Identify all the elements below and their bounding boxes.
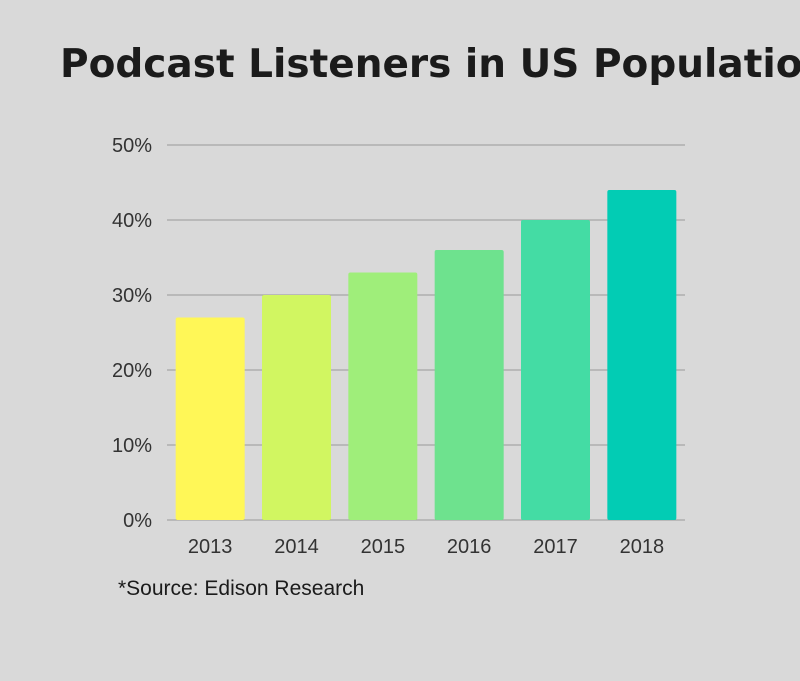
- y-tick-label: 20%: [112, 360, 152, 382]
- x-tick-label-2013: 2013: [188, 536, 233, 558]
- bar-2016: [434, 250, 504, 520]
- y-tick-label: 50%: [112, 135, 152, 157]
- x-tick-label-2014: 2014: [274, 536, 319, 558]
- bar-2018: [607, 190, 677, 520]
- x-tick-label-2018: 2018: [620, 536, 665, 558]
- chart-title: Podcast Listeners in US Population: [60, 42, 800, 87]
- source-note: *Source: Edison Research: [118, 577, 365, 600]
- bar-2017: [521, 220, 590, 520]
- x-tick-label-2015: 2015: [361, 536, 406, 558]
- y-axis-tick-labels: 0% 10% 20% 30% 40% 50%: [112, 135, 152, 532]
- gridlines: [167, 144, 685, 521]
- bar-2015: [348, 272, 418, 520]
- x-tick-label-2016: 2016: [447, 536, 492, 558]
- bars: [175, 190, 677, 520]
- y-tick-label: 30%: [112, 285, 152, 307]
- x-tick-label-2017: 2017: [533, 536, 578, 558]
- bar-2014: [262, 295, 331, 520]
- y-tick-label: 40%: [112, 210, 152, 232]
- y-tick-label: 10%: [112, 435, 152, 457]
- y-tick-label: 0%: [123, 510, 152, 532]
- x-axis-tick-labels: 2013 2014 2015 2016 2017 2018: [188, 536, 664, 558]
- bar-2013: [175, 317, 245, 520]
